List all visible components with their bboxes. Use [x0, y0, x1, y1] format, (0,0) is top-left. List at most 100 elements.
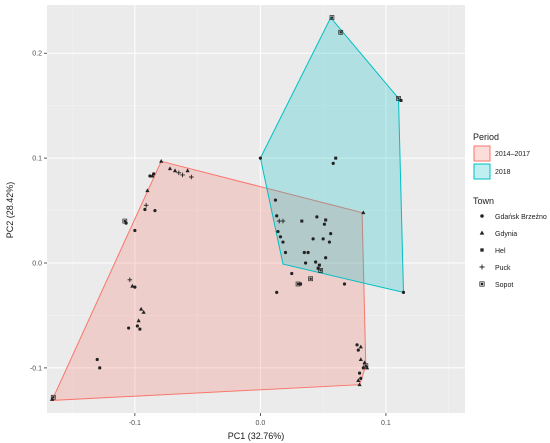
point-boxed-square — [308, 276, 313, 282]
point-circle — [322, 222, 327, 226]
point-circle — [480, 214, 484, 218]
x-tick-label: 0.1 — [381, 420, 391, 427]
axes: -0.1 0.0 0.1 -0.1 0.0 0.1 0.2 — [30, 51, 391, 427]
hull-2018 — [259, 16, 405, 294]
point-plus — [189, 174, 194, 180]
point-circle — [273, 198, 278, 202]
point-boxed-square — [363, 363, 369, 369]
x-tick-label: -0.1 — [129, 420, 141, 427]
point-triangle — [362, 360, 367, 365]
point-square — [299, 282, 303, 286]
point-circle — [138, 327, 142, 331]
point-circle — [357, 371, 362, 375]
point-square — [317, 263, 321, 267]
point-plus — [127, 277, 133, 283]
point-triangle — [358, 344, 363, 349]
point-circle — [135, 324, 139, 328]
point-plus — [180, 172, 185, 178]
point-boxed-square — [338, 29, 344, 35]
point-triangle — [356, 378, 361, 382]
legend-label-2018: 2018 — [495, 169, 511, 176]
point-circle — [324, 256, 328, 260]
point-plus — [280, 218, 286, 224]
point-circle — [98, 366, 102, 370]
point-box-outline — [318, 268, 323, 273]
point-circle — [133, 285, 137, 289]
point-circle — [133, 228, 137, 233]
point-box-fill — [364, 364, 367, 367]
point-circle — [359, 376, 363, 380]
point-circle — [321, 237, 325, 241]
point-triangle — [159, 158, 164, 163]
legend-town: Town Gdańsk Brzeźno Gdynia Hel Puck Sopo… — [473, 196, 547, 289]
point-circle — [126, 326, 131, 330]
point-square — [324, 218, 328, 222]
data-points — [49, 15, 406, 401]
point-triangle — [167, 166, 173, 171]
plot-panel — [47, 5, 465, 413]
point-triangle — [358, 357, 363, 362]
point-box-fill — [339, 31, 342, 34]
point-box-fill — [52, 396, 55, 399]
legend-period-title: Period — [473, 132, 499, 142]
point-triangle — [150, 173, 155, 178]
legend-label-sopot: Sopot — [495, 282, 513, 289]
point-circle — [329, 232, 333, 236]
hull-polygons — [51, 16, 405, 401]
point-circle — [302, 250, 306, 255]
point-circle — [306, 250, 310, 255]
legend-town-keys — [479, 214, 485, 287]
y-axis-title: PC2 (28.42%) — [5, 182, 15, 239]
point-circle — [275, 214, 279, 218]
point-box-outline — [363, 363, 369, 369]
legend-label-gdansk: Gdańsk Brzeźno — [495, 214, 547, 221]
legend-label-hel: Hel — [495, 248, 506, 255]
point-box-fill — [309, 277, 312, 280]
point-triangle — [139, 306, 144, 311]
point-circle — [327, 240, 332, 244]
point-circle — [276, 229, 280, 234]
point-boxed-square — [318, 268, 323, 273]
point-circle — [315, 215, 319, 219]
y-tick-label: 0.0 — [32, 261, 42, 268]
point-boxed-square — [479, 281, 485, 287]
point-circle — [152, 172, 156, 176]
x-axis-title: PC1 (32.76%) — [228, 431, 285, 441]
point-circle — [290, 271, 294, 276]
grid — [47, 5, 465, 413]
point-triangle — [172, 168, 178, 173]
legend-label-gdynia: Gdynia — [495, 231, 517, 238]
point-circle — [143, 207, 147, 212]
legend-label-2014-2017: 2014–2017 — [495, 151, 530, 158]
point-box-fill — [296, 282, 300, 286]
legend-swatch-2018 — [473, 163, 491, 180]
point-circle — [401, 290, 406, 294]
y-tick-label: 0.2 — [32, 51, 42, 58]
point-triangle — [145, 188, 150, 193]
point-triangle — [141, 310, 146, 314]
point-triangle — [136, 318, 141, 323]
point-triangle — [361, 210, 366, 215]
point-triangle — [357, 382, 362, 387]
point-box-fill — [397, 97, 400, 100]
point-boxed-square — [329, 15, 335, 20]
point-box-fill — [330, 16, 334, 19]
point-box-outline — [308, 276, 313, 282]
point-circle — [95, 357, 99, 362]
point-box-fill — [319, 269, 322, 272]
point-circle — [258, 156, 262, 160]
point-triangle — [479, 230, 485, 235]
point-plus — [143, 203, 149, 208]
point-circle — [124, 221, 128, 225]
legend-swatch-2014-2017 — [473, 145, 491, 162]
point-circle — [331, 161, 335, 165]
point-box-outline — [338, 29, 344, 35]
y-tick-label: 0.1 — [32, 156, 42, 163]
point-circle — [356, 348, 360, 352]
point-circle — [283, 250, 288, 255]
point-square — [316, 266, 320, 270]
point-box-outline — [329, 15, 335, 20]
point-boxed-square — [50, 394, 56, 400]
y-tick-label: -0.1 — [30, 365, 42, 372]
